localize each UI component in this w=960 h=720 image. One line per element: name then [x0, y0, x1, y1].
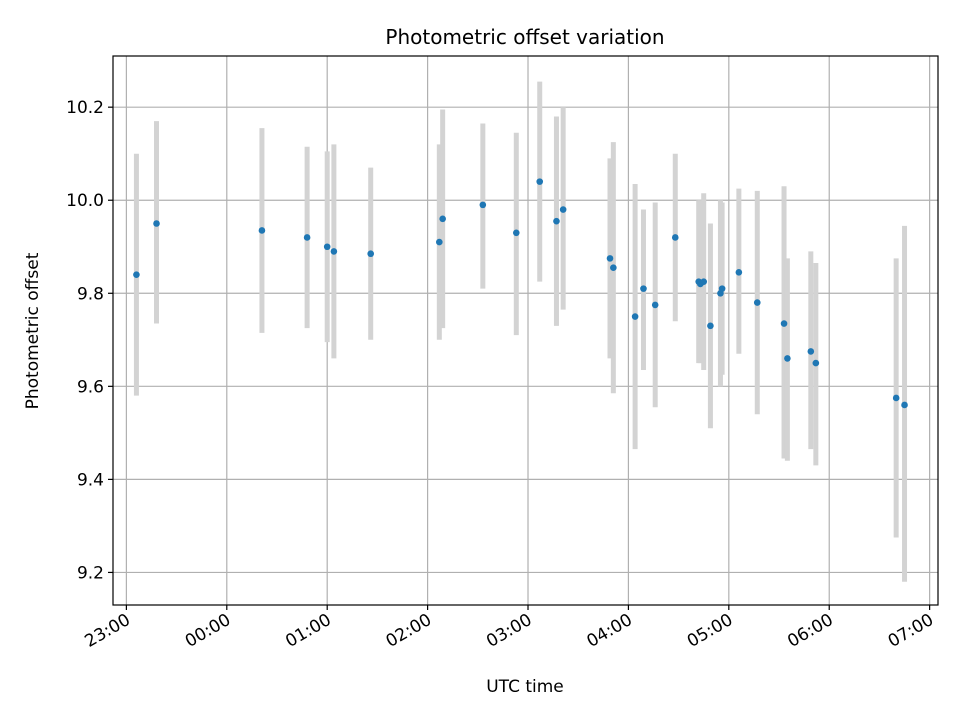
data-point — [707, 322, 714, 330]
data-point — [559, 206, 567, 213]
data-point — [780, 320, 788, 327]
x-axis-title: UTC time — [486, 677, 564, 697]
data-point — [640, 285, 647, 292]
data-point — [784, 355, 791, 362]
data-point — [512, 229, 520, 237]
data-point — [718, 285, 726, 292]
y-tick-label: 9.8 — [77, 284, 104, 304]
data-point — [367, 250, 375, 258]
data-point — [606, 255, 614, 262]
y-axis-title: Photometric offset — [23, 252, 43, 409]
data-point — [807, 348, 815, 355]
data-point — [153, 220, 160, 227]
data-point — [735, 269, 743, 276]
data-point — [671, 234, 679, 241]
data-point — [610, 264, 617, 271]
data-point — [133, 271, 140, 278]
data-point — [553, 217, 560, 225]
data-point — [439, 215, 446, 223]
data-point — [330, 248, 338, 255]
data-point — [536, 178, 544, 185]
chart-title: Photometric offset variation — [385, 25, 664, 49]
data-point — [651, 301, 659, 309]
data-point — [700, 278, 708, 285]
data-point — [303, 234, 311, 241]
data-point — [812, 359, 820, 367]
y-tick-label: 10.2 — [66, 98, 104, 118]
data-point — [258, 227, 266, 234]
data-point — [631, 313, 639, 320]
y-tick-label: 9.2 — [77, 563, 104, 583]
y-tick-label: 10.0 — [66, 191, 104, 211]
grid — [113, 56, 938, 605]
data-point — [892, 394, 900, 402]
data-point — [753, 299, 761, 306]
plot-frame — [112, 55, 939, 606]
y-tick-label: 9.6 — [77, 377, 104, 397]
y-tick-label: 9.4 — [77, 470, 104, 490]
y-axis: 9.2 9.4 9.6 9.8 10.0 10.2 — [66, 98, 113, 583]
data-point — [901, 401, 908, 409]
data-point — [479, 201, 487, 209]
data-point — [436, 238, 443, 246]
data-points — [133, 178, 908, 409]
data-point — [323, 243, 331, 251]
